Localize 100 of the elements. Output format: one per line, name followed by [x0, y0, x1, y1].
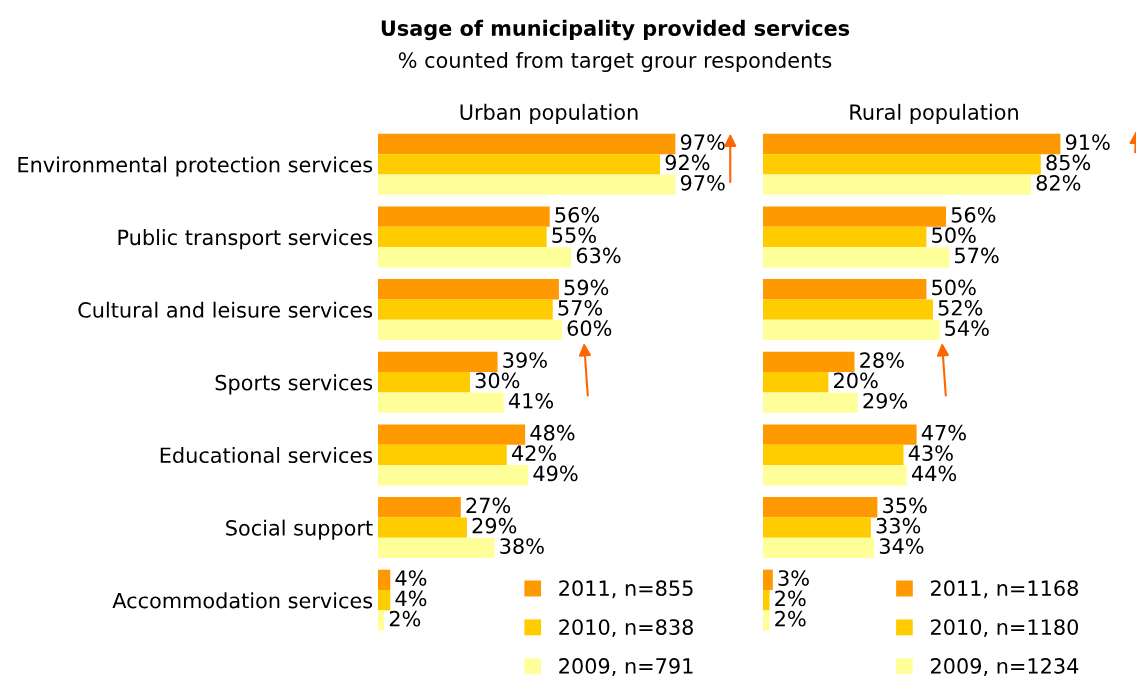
bar — [378, 133, 676, 155]
data-label: 4% — [395, 570, 427, 586]
bar — [763, 372, 829, 393]
legend-label: 2010, n=1180 — [930, 619, 1079, 638]
data-label: 29% — [472, 517, 517, 534]
bar — [378, 299, 553, 320]
bar — [763, 465, 907, 486]
data-label: 39% — [503, 352, 547, 368]
data-label: 33% — [876, 517, 921, 534]
y-tick-label: Social support — [226, 519, 373, 540]
bar — [763, 319, 940, 341]
bar — [378, 517, 467, 538]
bar — [378, 497, 461, 518]
data-label: 47% — [921, 424, 966, 441]
bar — [763, 610, 770, 631]
data-label: 48% — [530, 424, 575, 441]
bar — [763, 424, 917, 445]
data-label: 35% — [883, 497, 927, 514]
data-label: 2% — [775, 590, 806, 607]
data-label: 50% — [932, 227, 976, 244]
chart-subtitle: % counted from target grour respondents — [398, 51, 832, 73]
bar — [763, 537, 875, 559]
y-tick-label: Environmental protection services — [18, 156, 373, 177]
data-label: 97% — [680, 134, 725, 151]
bar — [763, 299, 933, 320]
bar — [763, 569, 773, 591]
bar — [378, 537, 495, 559]
data-label: 92% — [665, 154, 710, 171]
bar — [763, 517, 871, 538]
bar — [378, 319, 562, 341]
data-label: 50% — [932, 279, 976, 296]
data-label: 82% — [1036, 174, 1081, 191]
bar — [378, 465, 529, 486]
bar — [763, 154, 1041, 175]
data-label: 85% — [1046, 154, 1091, 171]
data-label: 57% — [558, 299, 603, 316]
data-label: 60% — [567, 320, 612, 336]
legend-label: 2010, n=838 — [559, 619, 693, 638]
bar — [378, 610, 385, 631]
data-label: 56% — [951, 206, 996, 223]
data-label: 49% — [533, 465, 578, 482]
y-tick-label: Sports services — [215, 374, 373, 395]
y-tick-label: Cultural and leisure services — [78, 301, 373, 318]
data-label: 41% — [508, 392, 554, 409]
data-label: 59% — [564, 279, 609, 296]
bar — [378, 154, 661, 175]
y-tick-label: Educational services — [160, 446, 373, 464]
bar — [378, 247, 572, 268]
data-label: 43% — [908, 445, 953, 461]
bar — [763, 279, 927, 300]
data-label: 38% — [500, 538, 544, 554]
y-tick-label: Accommodation services — [112, 592, 373, 609]
bar — [763, 351, 855, 373]
x-axis-title: Urban population — [460, 103, 638, 124]
bar — [763, 444, 904, 466]
legend-label: 2009, n=1234 — [930, 658, 1079, 676]
y-tick-label: Public transport services — [118, 229, 373, 250]
data-label: 42% — [511, 445, 557, 461]
data-label: 2% — [775, 610, 806, 627]
data-label: 97% — [680, 174, 725, 191]
data-label: 55% — [552, 227, 596, 244]
data-label: 29% — [863, 392, 908, 409]
data-label: 20% — [834, 372, 878, 389]
bar — [378, 372, 470, 393]
data-label: 4% — [395, 590, 427, 607]
x-axis-title: Rural population — [850, 103, 1018, 124]
data-label: 28% — [860, 352, 904, 368]
data-label: 91% — [1065, 134, 1110, 151]
bar — [763, 247, 950, 268]
data-label: 2% — [389, 610, 421, 627]
bar — [763, 497, 878, 518]
bar — [763, 392, 858, 413]
bar — [378, 424, 526, 445]
legend-label: 2011, n=1168 — [930, 580, 1078, 599]
bar — [378, 590, 391, 611]
data-label: 44% — [911, 465, 957, 482]
bar — [378, 226, 547, 248]
bar — [378, 174, 676, 195]
data-label: 34% — [879, 538, 924, 554]
data-label: 57% — [955, 247, 999, 264]
bar — [763, 133, 1061, 155]
bar — [378, 444, 507, 466]
bar — [763, 590, 770, 611]
bar — [378, 392, 504, 413]
data-label: 54% — [945, 320, 989, 336]
legend-label: 2011, n=855 — [559, 580, 693, 599]
data-label: 3% — [778, 570, 809, 586]
legend-label: 2009, n=791 — [559, 658, 693, 676]
chart-title: Usage of municipality provided services — [381, 19, 850, 41]
bar — [763, 226, 927, 248]
data-label: 56% — [555, 206, 600, 223]
bar — [378, 279, 559, 300]
bar — [763, 206, 947, 227]
bar — [378, 206, 550, 227]
bar — [763, 174, 1031, 195]
data-label: 52% — [938, 299, 983, 316]
bar — [378, 351, 498, 373]
data-label: 30% — [475, 372, 520, 389]
data-label: 63% — [576, 247, 621, 264]
bar — [378, 569, 391, 591]
